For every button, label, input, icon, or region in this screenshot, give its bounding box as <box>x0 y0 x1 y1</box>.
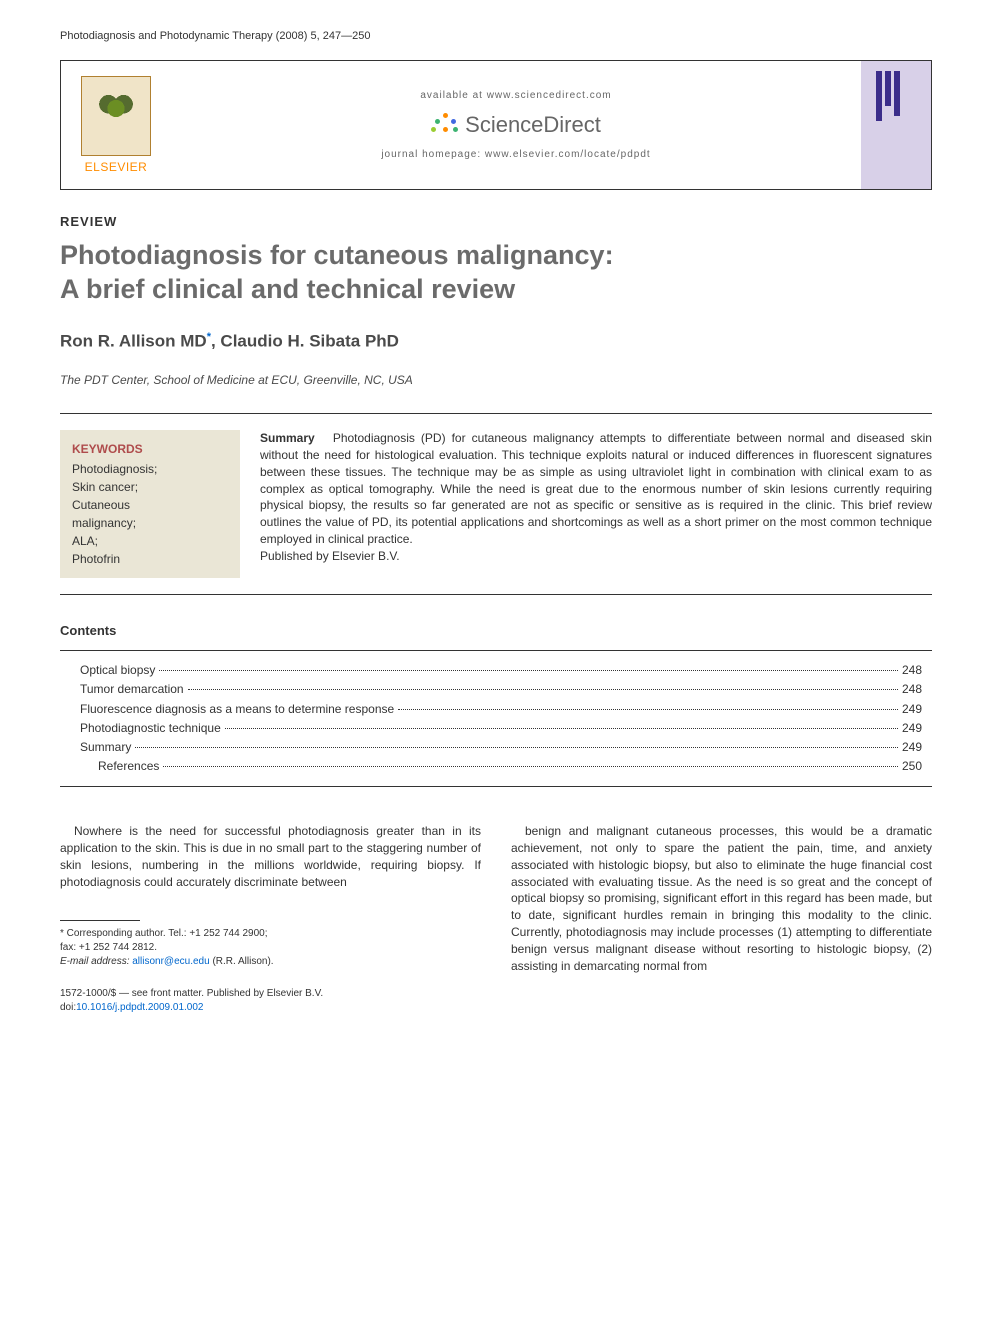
toc-page: 250 <box>902 757 932 776</box>
doi-prefix: doi: <box>60 1002 76 1013</box>
fax: fax: +1 252 744 2812. <box>60 941 481 955</box>
authors: Ron R. Allison MD*, Claudio H. Sibata Ph… <box>60 331 932 352</box>
journal-header: Photodiagnosis and Photodynamic Therapy … <box>60 30 932 42</box>
elsevier-name: ELSEVIER <box>85 160 148 174</box>
abstract-row: KEYWORDS Photodiagnosis; Skin cancer; Cu… <box>60 413 932 595</box>
toc-label: Optical biopsy <box>80 661 155 680</box>
email-link[interactable]: allisonr@ecu.edu <box>132 956 209 967</box>
summary-block: Summary Photodiagnosis (PD) for cutaneou… <box>260 430 932 578</box>
toc-leader <box>135 747 898 748</box>
corresp-author: * Corresponding author. Tel.: +1 252 744… <box>60 927 481 941</box>
body-col-1: Nowhere is the need for successful photo… <box>60 823 481 1015</box>
toc-page: 249 <box>902 700 932 719</box>
toc-label: Fluorescence diagnosis as a means to det… <box>80 700 394 719</box>
contents-head: Contents <box>60 623 932 638</box>
toc: Optical biopsy 248 Tumor demarcation 248 Flu… <box>60 650 932 787</box>
summary-head: Summary <box>260 431 315 445</box>
sciencedirect-name: ScienceDirect <box>465 112 601 138</box>
doi-link[interactable]: 10.1016/j.pdpdt.2009.01.002 <box>76 1002 203 1013</box>
available-text: available at www.sciencedirect.com <box>420 90 611 101</box>
toc-label: References <box>98 757 159 776</box>
toc-row[interactable]: References 250 <box>80 757 932 776</box>
elsevier-tree-icon <box>81 76 151 156</box>
toc-page: 248 <box>902 680 932 699</box>
toc-page: 249 <box>902 738 932 757</box>
header-box: ELSEVIER available at www.sciencedirect.… <box>60 60 932 190</box>
toc-row[interactable]: Photodiagnostic technique 249 <box>80 719 932 738</box>
email-line: E-mail address: allisonr@ecu.edu (R.R. A… <box>60 955 481 969</box>
toc-leader <box>188 689 898 690</box>
body-columns: Nowhere is the need for successful photo… <box>60 823 932 1015</box>
keywords-items: Photodiagnosis; Skin cancer; Cutaneous m… <box>72 460 228 568</box>
toc-leader <box>159 670 898 671</box>
doi-block: 1572-1000/$ — see front matter. Publishe… <box>60 987 481 1015</box>
toc-label: Summary <box>80 738 131 757</box>
doi-line: doi:10.1016/j.pdpdt.2009.01.002 <box>60 1001 481 1015</box>
toc-label: Tumor demarcation <box>80 680 184 699</box>
journal-cover-bars <box>876 71 900 121</box>
email-suffix: (R.R. Allison). <box>212 956 273 967</box>
toc-row[interactable]: Summary 249 <box>80 738 932 757</box>
toc-page: 248 <box>902 661 932 680</box>
sciencedirect-spark-icon <box>431 111 459 139</box>
footnotes: * Corresponding author. Tel.: +1 252 744… <box>60 927 481 969</box>
toc-row[interactable]: Optical biopsy 248 <box>80 661 932 680</box>
footnote-rule <box>60 920 140 921</box>
summary-publisher: Published by Elsevier B.V. <box>260 549 400 563</box>
article-title: Photodiagnosis for cutaneous malignancy:… <box>60 239 932 307</box>
journal-cover-icon <box>861 61 931 189</box>
affiliation: The PDT Center, School of Medicine at EC… <box>60 373 932 387</box>
body-para-1: Nowhere is the need for successful photo… <box>60 823 481 890</box>
elsevier-logo-block: ELSEVIER <box>61 61 171 189</box>
title-line-1: Photodiagnosis for cutaneous malignancy: <box>60 240 614 270</box>
homepage-text: journal homepage: www.elsevier.com/locat… <box>381 149 650 160</box>
keywords-head: KEYWORDS <box>72 440 228 458</box>
toc-label: Photodiagnostic technique <box>80 719 221 738</box>
title-line-2: A brief clinical and technical review <box>60 274 515 304</box>
toc-leader <box>225 728 898 729</box>
toc-row[interactable]: Tumor demarcation 248 <box>80 680 932 699</box>
issn-line: 1572-1000/$ — see front matter. Publishe… <box>60 987 481 1001</box>
sciencedirect-logo: ScienceDirect <box>431 111 601 139</box>
article-type: REVIEW <box>60 214 932 229</box>
toc-leader <box>163 766 898 767</box>
body-para-2: benign and malignant cutaneous processes… <box>511 823 932 974</box>
toc-leader <box>398 709 898 710</box>
header-center: available at www.sciencedirect.com Scien… <box>171 61 861 189</box>
keywords-box: KEYWORDS Photodiagnosis; Skin cancer; Cu… <box>60 430 240 578</box>
toc-row[interactable]: Fluorescence diagnosis as a means to det… <box>80 700 932 719</box>
body-col-2: benign and malignant cutaneous processes… <box>511 823 932 1015</box>
summary-text: Photodiagnosis (PD) for cutaneous malign… <box>260 431 932 546</box>
toc-page: 249 <box>902 719 932 738</box>
email-label: E-mail address: <box>60 956 129 967</box>
